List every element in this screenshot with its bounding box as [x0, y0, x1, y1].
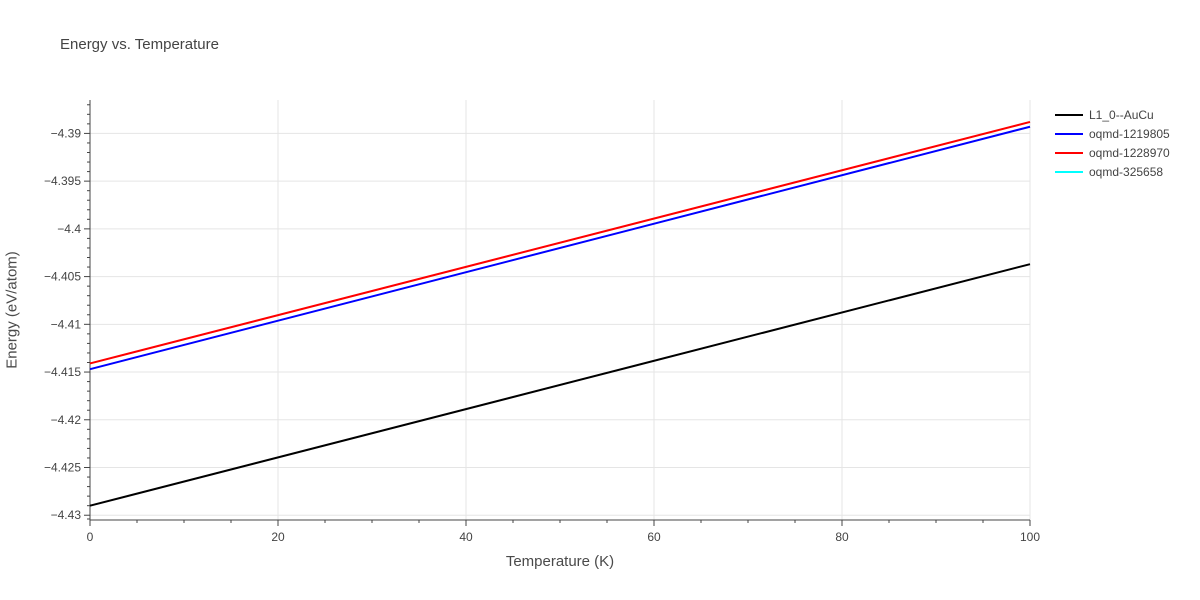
y-tick-label: −4.4 — [57, 222, 81, 236]
x-tick-label: 40 — [459, 530, 473, 544]
series-line — [89, 120, 1031, 365]
y-tick-label: −4.425 — [44, 461, 81, 475]
y-tick-label: −4.405 — [44, 270, 81, 284]
legend-label: L1_0--AuCu — [1089, 108, 1154, 122]
x-tick-label: 20 — [271, 530, 285, 544]
y-tick-label: −4.41 — [51, 317, 82, 331]
y-tick-label: −4.395 — [44, 174, 81, 188]
legend-label: oqmd-1228970 — [1089, 146, 1170, 160]
y-tick-label: −4.415 — [44, 365, 81, 379]
chart-title: Energy vs. Temperature — [60, 36, 219, 53]
y-tick-label: −4.39 — [51, 126, 82, 140]
y-axis-label: Energy (eV/atom) — [3, 251, 21, 369]
series-line — [89, 125, 1031, 371]
x-tick-label: 60 — [647, 530, 661, 544]
x-axis-label: Temperature (K) — [505, 553, 615, 570]
legend-label: oqmd-1219805 — [1089, 127, 1170, 141]
legend-label: oqmd-325658 — [1089, 165, 1163, 179]
y-tick-label: −4.43 — [51, 508, 82, 522]
y-tick-label: −4.42 — [51, 413, 82, 427]
x-tick-label: 0 — [87, 530, 94, 544]
x-tick-label: 80 — [835, 530, 849, 544]
x-tick-label: 100 — [1020, 530, 1040, 544]
series-line — [89, 263, 1031, 507]
